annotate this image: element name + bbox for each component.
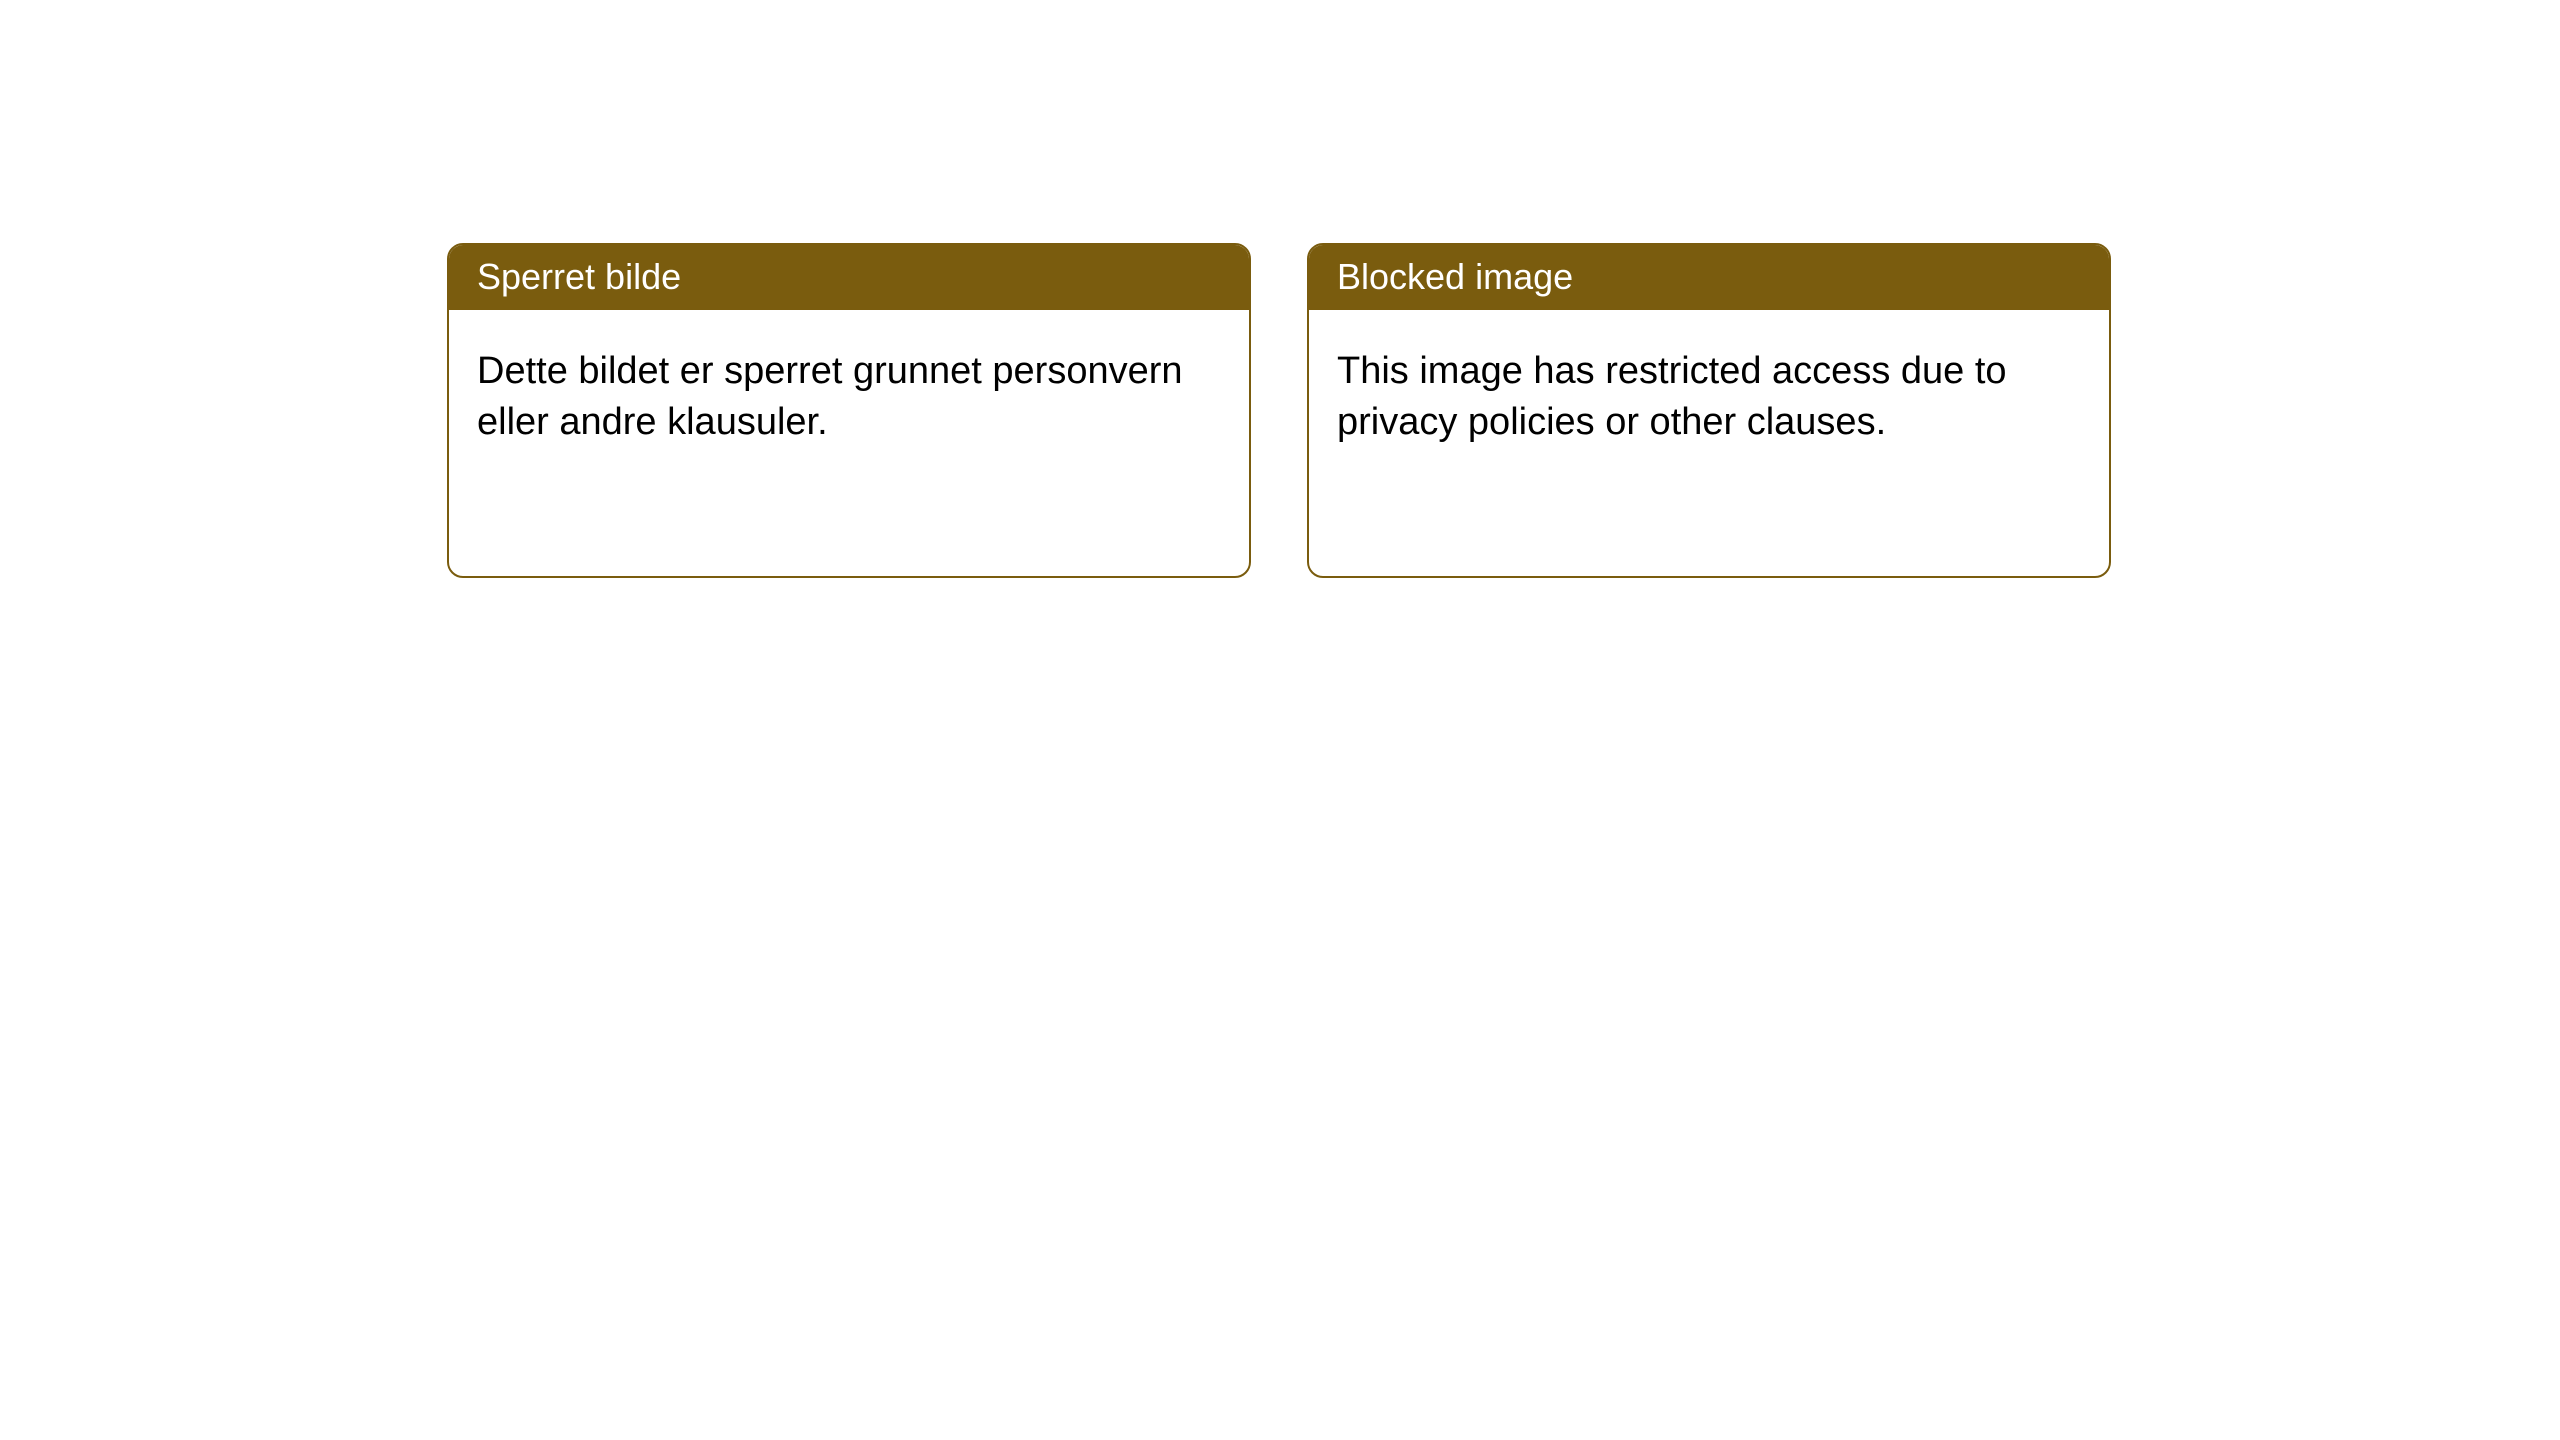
notice-header-english: Blocked image [1309, 245, 2109, 310]
notice-body-norwegian: Dette bildet er sperret grunnet personve… [449, 310, 1249, 485]
notice-card-norwegian: Sperret bilde Dette bildet er sperret gr… [447, 243, 1251, 578]
notice-header-norwegian: Sperret bilde [449, 245, 1249, 310]
notice-card-english: Blocked image This image has restricted … [1307, 243, 2111, 578]
notice-container: Sperret bilde Dette bildet er sperret gr… [0, 0, 2560, 578]
notice-body-english: This image has restricted access due to … [1309, 310, 2109, 485]
